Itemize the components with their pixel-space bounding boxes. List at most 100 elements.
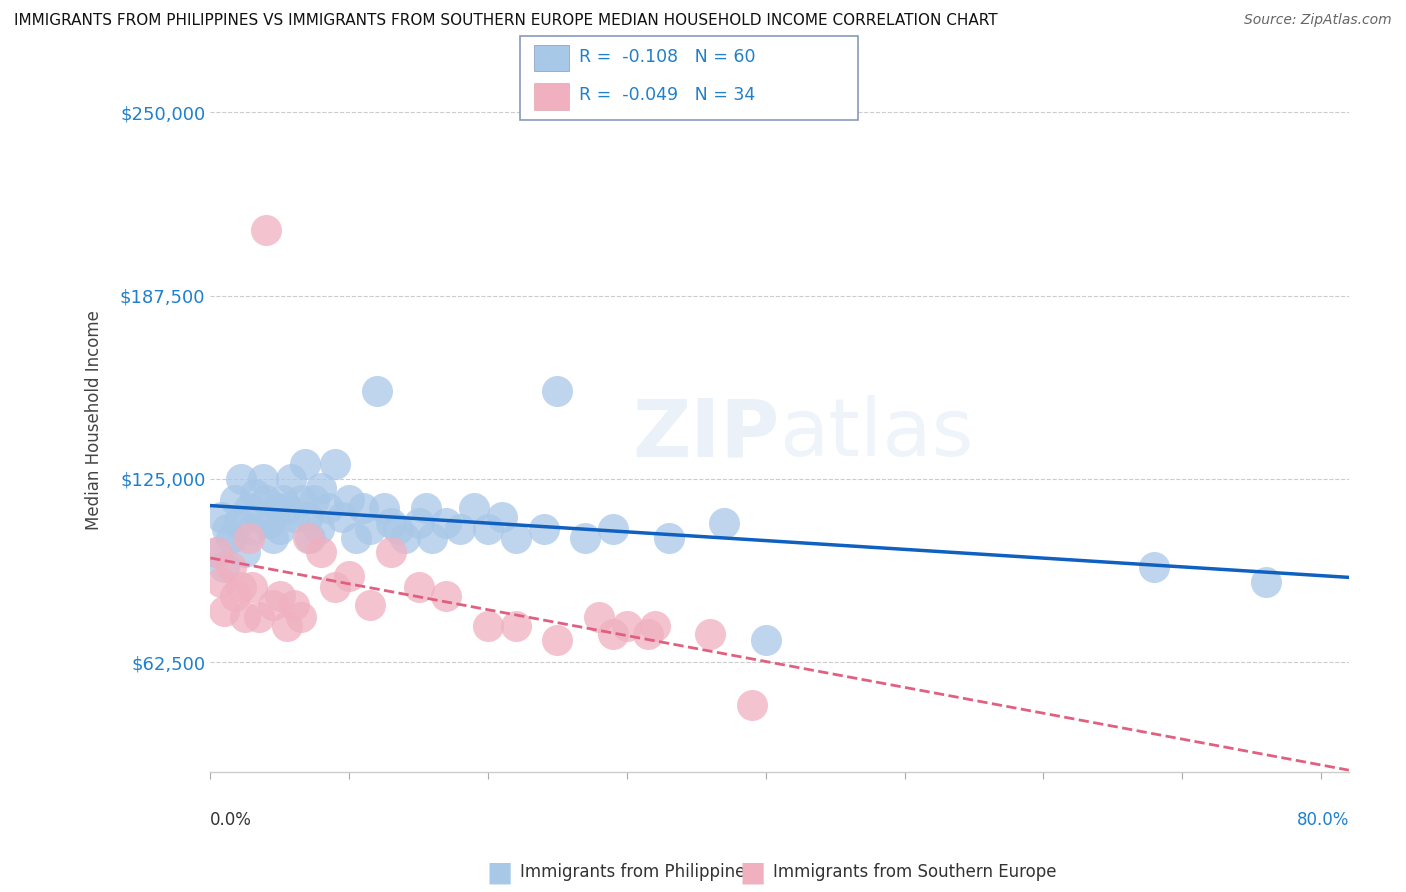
Text: R =  -0.108   N = 60: R = -0.108 N = 60 (579, 48, 756, 66)
Point (276, 501, 298, 516)
Point (463, 501, 485, 516)
Point (637, 627, 659, 641)
Point (297, 510, 319, 524)
Point (366, 384, 388, 398)
Point (207, 545, 229, 559)
Point (207, 545, 229, 559)
Point (271, 492, 294, 507)
Point (247, 510, 270, 524)
Point (373, 501, 395, 516)
Point (505, 531, 527, 545)
Text: 80.0%: 80.0% (1296, 811, 1348, 829)
Point (304, 492, 326, 507)
Point (283, 598, 305, 612)
Point (408, 581, 430, 595)
Point (297, 531, 319, 545)
Point (252, 472, 274, 486)
Point (657, 531, 679, 545)
Point (422, 531, 444, 545)
Point (644, 618, 666, 632)
Point (337, 568, 360, 582)
Point (269, 522, 291, 536)
Text: R =  -0.049   N = 34: R = -0.049 N = 34 (579, 87, 755, 104)
Point (238, 531, 260, 545)
Point (247, 609, 270, 624)
Point (330, 510, 353, 524)
Text: 0.0%: 0.0% (211, 811, 252, 829)
Point (280, 472, 302, 486)
Point (477, 618, 499, 632)
Point (449, 522, 471, 536)
Point (1254, 574, 1277, 589)
Point (215, 522, 238, 536)
Point (257, 516, 280, 530)
Point (240, 581, 263, 595)
Point (387, 522, 409, 536)
Point (602, 522, 624, 536)
Point (408, 516, 430, 530)
Point (294, 458, 316, 472)
Point (299, 531, 322, 545)
Point (380, 516, 402, 530)
Point (269, 589, 291, 603)
Point (359, 598, 381, 612)
Point (477, 522, 499, 536)
Point (209, 574, 232, 589)
Point (574, 531, 596, 545)
Point (224, 589, 246, 603)
Point (229, 472, 252, 486)
Text: ■: ■ (486, 858, 512, 887)
Point (290, 609, 312, 624)
Point (546, 384, 568, 398)
Point (226, 516, 249, 530)
Point (394, 531, 416, 545)
Point (212, 560, 235, 574)
Point (337, 492, 360, 507)
Point (602, 627, 624, 641)
Y-axis label: Median Household Income: Median Household Income (86, 310, 103, 530)
Point (713, 516, 735, 530)
Point (238, 501, 260, 516)
Point (505, 618, 527, 632)
Point (311, 481, 333, 495)
Point (243, 486, 266, 500)
Point (588, 609, 610, 624)
Point (415, 501, 437, 516)
Text: ■: ■ (740, 858, 765, 887)
Text: Immigrants from Southern Europe: Immigrants from Southern Europe (773, 863, 1057, 881)
Point (219, 531, 242, 545)
Point (254, 223, 277, 237)
Text: Source: ZipAtlas.com: Source: ZipAtlas.com (1244, 13, 1392, 28)
Point (219, 560, 242, 574)
Text: Immigrants from Philippines: Immigrants from Philippines (520, 863, 755, 881)
Point (699, 627, 721, 641)
Point (266, 501, 288, 516)
Point (209, 510, 232, 524)
Point (233, 545, 256, 559)
Point (262, 598, 284, 612)
Text: ZIP: ZIP (633, 395, 779, 474)
Point (229, 581, 252, 595)
Point (233, 609, 256, 624)
Point (323, 458, 346, 472)
Point (311, 545, 333, 559)
Point (318, 501, 340, 516)
Point (224, 492, 246, 507)
Point (254, 492, 277, 507)
Point (262, 531, 284, 545)
Point (276, 618, 298, 632)
Text: IMMIGRANTS FROM PHILIPPINES VS IMMIGRANTS FROM SOUTHERN EUROPE MEDIAN HOUSEHOLD : IMMIGRANTS FROM PHILIPPINES VS IMMIGRANT… (14, 13, 998, 29)
Point (344, 531, 367, 545)
Point (352, 501, 374, 516)
Point (240, 522, 263, 536)
Point (491, 510, 513, 524)
Point (741, 698, 763, 712)
Point (434, 589, 457, 603)
Point (290, 492, 312, 507)
Point (359, 522, 381, 536)
Text: atlas: atlas (779, 395, 974, 474)
Point (434, 516, 457, 530)
Point (212, 604, 235, 618)
Point (323, 581, 346, 595)
Point (308, 522, 330, 536)
